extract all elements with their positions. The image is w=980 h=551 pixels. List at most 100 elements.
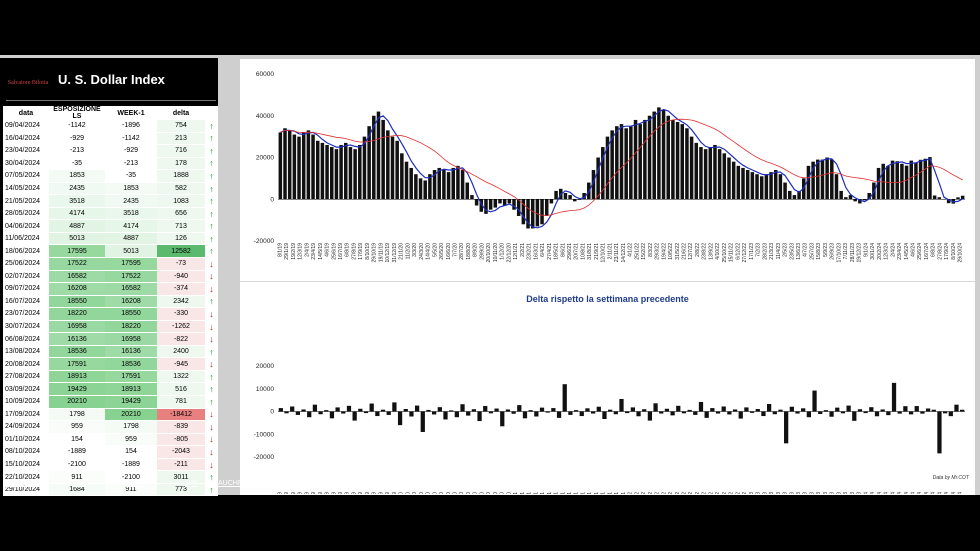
- nav-link-auchf[interactable]: AUCHF: [218, 480, 243, 487]
- bar: [367, 126, 371, 200]
- nav-link-2y-t-note[interactable]: 2Y T-Note: [751, 480, 783, 487]
- bar: [698, 401, 704, 412]
- x-tick-label: 14/12/21: [621, 492, 627, 494]
- x-tick-label: 29/3/22: [655, 243, 661, 260]
- bar: [539, 407, 545, 412]
- bar: [311, 134, 315, 200]
- arrow-up-icon: ↑: [205, 194, 218, 208]
- cell-date: 01/10/2024: [3, 433, 49, 447]
- nav-link-nzd[interactable]: NZD: [254, 480, 269, 487]
- x-tick-label: 13/9/22: [708, 243, 714, 260]
- bar: [562, 384, 567, 412]
- arrow-down-icon: ↓: [205, 270, 218, 284]
- arrow-up-icon: ↑: [205, 295, 218, 309]
- nav-link-natgas[interactable]: NATGAS: [500, 480, 529, 487]
- cell-week: -929: [105, 144, 157, 158]
- cell-week: 17522: [105, 270, 157, 284]
- table-row: 28/05/2024 4174 3518 656 ↑: [3, 207, 218, 221]
- nav-link-10y-t-note[interactable]: 10Y T-Note: [822, 480, 858, 487]
- x-tick-label: 19/11/19: [378, 492, 384, 494]
- bar: [292, 134, 297, 200]
- bar: [676, 405, 681, 412]
- nav-link-oj-e-corr[interactable]: OJ_e_CORR.: [897, 480, 941, 487]
- bar: [512, 199, 516, 210]
- y-tick-label: 0: [270, 409, 274, 416]
- table-row: 14/05/2024 2435 1853 582 ↑: [3, 182, 218, 196]
- bar: [456, 165, 460, 200]
- x-tick-label: 2/5/23: [783, 492, 789, 494]
- nav-link-crudeoil[interactable]: CRUDEOIL: [533, 480, 570, 487]
- x-tick-label: 13/9/22: [708, 492, 714, 494]
- chart2-title: Delta rispetto la settimana precedente: [526, 294, 689, 304]
- bar: [471, 409, 477, 412]
- bar: [278, 408, 283, 412]
- cell-week: 18913: [105, 382, 157, 397]
- nav-link-jpy[interactable]: JPY: [185, 480, 198, 487]
- x-tick-label: 8/10/19: [365, 492, 371, 494]
- cell-delta: 2342: [157, 295, 205, 309]
- x-tick-label: 26/9/23: [830, 492, 836, 494]
- cell-delta: -945: [157, 357, 205, 371]
- table-row: 09/07/2024 16208 16582 -374 ↓: [3, 282, 218, 296]
- nav-link-dow-j[interactable]: DOW J: [394, 480, 417, 487]
- moving-average-long: [280, 118, 963, 216]
- x-tick-label: 29/10/19: [372, 243, 378, 263]
- x-tick-label: 18/8/20: [466, 492, 472, 494]
- x-tick-label: 17/1/23: [749, 492, 755, 494]
- cell-week: 3518: [105, 207, 157, 221]
- cell-delta: 1322: [157, 370, 205, 384]
- nav-link-s-p500[interactable]: S&P500: [318, 480, 344, 487]
- x-tick-label: 12/1/21: [513, 243, 519, 260]
- cell-date: 11/06/2024: [3, 232, 49, 246]
- cell-exposure: 18913: [49, 370, 105, 384]
- bar: [362, 136, 367, 200]
- nav-link-palladium[interactable]: PALLADIUM: [676, 480, 716, 487]
- nav-link-30y-t-note[interactable]: 30Y T-Note: [858, 480, 894, 487]
- bar: [545, 411, 550, 413]
- bar: [339, 144, 343, 200]
- nav-link-generale[interactable]: <- generale: [5, 480, 41, 487]
- nav-link-5y-t-note[interactable]: 5Y T-Note: [786, 480, 818, 487]
- nav-link-nasdaq[interactable]: NASDAQ: [354, 480, 384, 487]
- cell-exposure: 19429: [49, 382, 105, 397]
- nav-link-eur[interactable]: EUR: [72, 480, 87, 487]
- dashboard: Salvatore Bilotta U. S. Dollar Index dat…: [0, 55, 980, 497]
- bar: [437, 407, 442, 412]
- x-tick-label: 20/10/20: [486, 492, 492, 494]
- x-tick-label: 7/11/23: [843, 492, 849, 494]
- bar: [769, 172, 773, 200]
- bar: [392, 402, 397, 412]
- bar: [689, 136, 694, 200]
- table-row: 13/08/2024 18536 16136 2400 ↑: [3, 345, 218, 359]
- data-credit: Data by Mr.COT: [932, 475, 969, 481]
- x-tick-label: 23/8/22: [702, 492, 708, 494]
- nav-link-copper[interactable]: COPPER: [712, 480, 742, 487]
- bar: [694, 142, 699, 200]
- cell-week: 5013: [105, 244, 157, 258]
- bar: [466, 411, 471, 416]
- bar: [554, 190, 558, 200]
- nav-link-silver[interactable]: SILVER: [648, 480, 673, 487]
- x-tick-label: 16/6/20: [446, 243, 452, 260]
- cell-delta: 12582: [157, 244, 205, 258]
- nav-link-usd-idx[interactable]: USD Idx: [285, 480, 312, 487]
- x-tick-label: 27/12/22: [742, 243, 748, 263]
- nav-link-brent[interactable]: BRENT: [574, 480, 598, 487]
- bar: [615, 126, 619, 200]
- bar: [812, 390, 817, 412]
- x-tick-label: 10/12/19: [385, 243, 391, 263]
- bar: [619, 398, 624, 412]
- bar: [727, 157, 731, 200]
- nav-link-russel[interactable]: RUSSEL: [428, 480, 457, 487]
- nav-link-vix[interactable]: VIX: [471, 480, 483, 487]
- cell-delta: -330: [157, 307, 205, 321]
- nav-link-gbp[interactable]: GBP: [126, 480, 141, 487]
- bar: [797, 190, 801, 200]
- nav-link-gold[interactable]: GOLD: [612, 480, 632, 487]
- bar: [307, 411, 312, 418]
- cell-date: 04/06/2024: [3, 219, 49, 233]
- bar: [818, 411, 823, 415]
- bar: [736, 165, 741, 200]
- x-tick-label: 14/5/24: [904, 492, 910, 494]
- x-tick-label: 20/10/20: [486, 243, 492, 263]
